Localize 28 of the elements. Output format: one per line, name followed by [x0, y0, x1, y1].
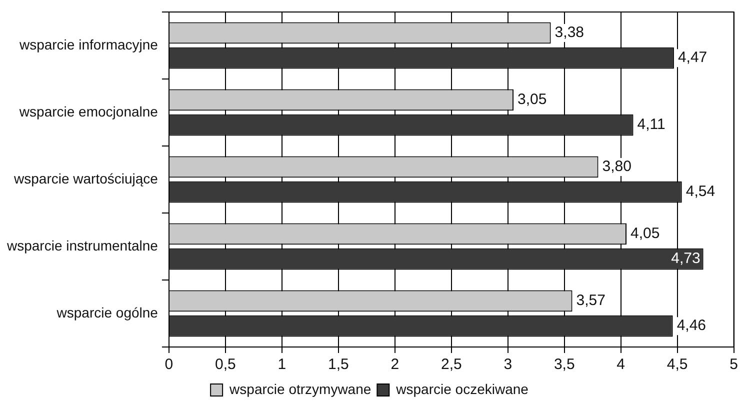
- data-label: 4,47: [678, 49, 708, 66]
- data-label: 4,11: [637, 116, 666, 134]
- x-tick-label: 2: [390, 356, 400, 374]
- x-tick-label: 3,5: [554, 356, 575, 374]
- data-label: 4,73: [671, 250, 700, 268]
- x-tick-label: 5: [730, 356, 738, 374]
- x-tick-label: 0,5: [215, 356, 236, 374]
- x-tick-label: 4,5: [666, 356, 688, 374]
- data-label: 3,05: [518, 91, 547, 108]
- y-tick-label: wsparcie wartościujące: [13, 170, 158, 186]
- data-label: 3,80: [602, 158, 632, 176]
- y-tick-label: wsparcie ogólne: [56, 304, 158, 320]
- legend-label: wsparcie otrzymywane: [228, 380, 372, 397]
- legend-label: wsparcie oczekiwane: [395, 380, 529, 397]
- data-label: 3,38: [554, 24, 584, 42]
- x-tick-label: 3: [504, 356, 512, 374]
- data-label: 4,05: [630, 225, 660, 242]
- x-tick-label: 0: [164, 356, 174, 374]
- data-label: 4,46: [676, 317, 706, 334]
- y-tick-label: wsparcie instrumentalne: [6, 237, 158, 254]
- x-tick-label: 2,5: [440, 356, 462, 374]
- x-tick-label: 1,5: [328, 356, 349, 374]
- x-tick-label: 1: [278, 356, 286, 374]
- data-label: 4,54: [686, 183, 716, 200]
- y-tick-label: wsparcie informacyjne: [18, 36, 158, 52]
- data-label: 3,57: [576, 292, 606, 310]
- y-tick-label: wsparcie emocjonalne: [18, 103, 158, 120]
- x-tick-label: 4: [616, 356, 626, 374]
